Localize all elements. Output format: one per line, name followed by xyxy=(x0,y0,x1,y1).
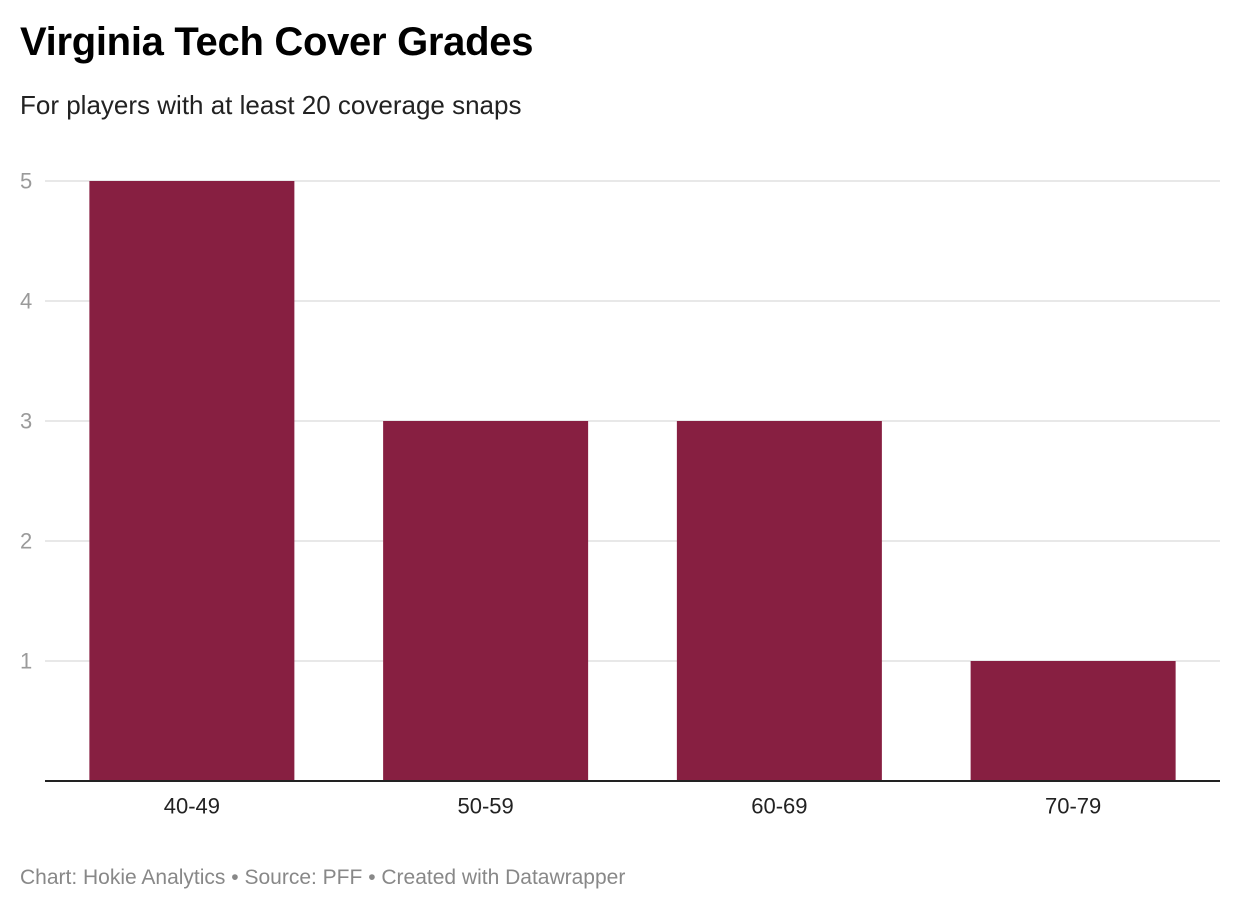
x-axis-labels: 40-49 50-59 60-69 70-79 xyxy=(164,794,1102,819)
y-tick-label: 4 xyxy=(20,289,32,314)
x-category-label: 60-69 xyxy=(751,794,807,819)
bar-50-59 xyxy=(383,421,589,781)
y-tick-label: 1 xyxy=(20,649,32,674)
bars xyxy=(89,181,1176,781)
bar-70-79 xyxy=(970,661,1176,781)
y-tick-label: 5 xyxy=(20,169,32,194)
x-category-label: 50-59 xyxy=(457,794,513,819)
footer-chart-credit: Chart: Hokie Analytics xyxy=(20,866,226,889)
y-tick-label: 3 xyxy=(20,409,32,434)
chart-subtitle: For players with at least 20 coverage sn… xyxy=(20,90,522,120)
footer-source: Source: PFF xyxy=(244,866,363,889)
x-category-label: 40-49 xyxy=(164,794,220,819)
bar-60-69 xyxy=(676,421,882,781)
bar-40-49 xyxy=(89,181,295,781)
footer-created-with: Created with Datawrapper xyxy=(381,866,626,889)
y-axis-ticks: 1 2 3 4 5 xyxy=(20,169,32,674)
chart-title: Virginia Tech Cover Grades xyxy=(20,20,534,64)
y-tick-label: 2 xyxy=(20,529,32,554)
footer-separator: • xyxy=(231,866,239,889)
footer-separator: • xyxy=(368,866,376,889)
x-category-label: 70-79 xyxy=(1045,794,1101,819)
chart-footer: Chart: Hokie Analytics • Source: PFF • C… xyxy=(20,866,625,890)
